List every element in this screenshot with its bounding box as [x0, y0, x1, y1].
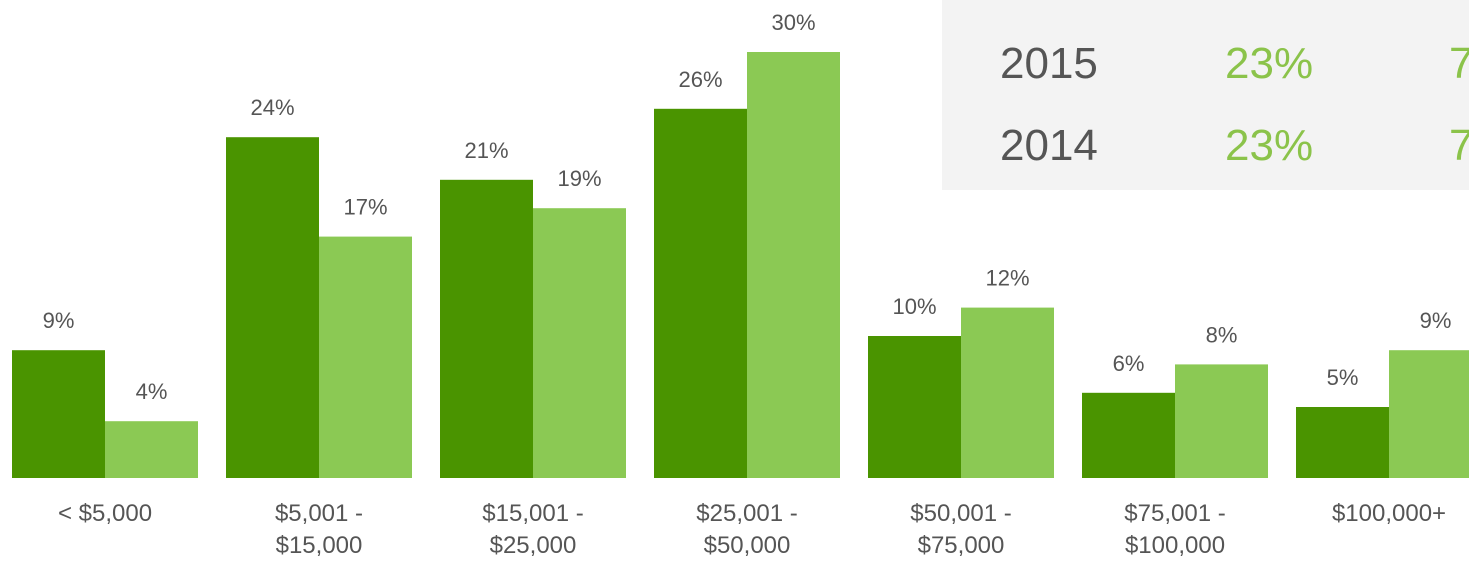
category-label: $75,001 - — [1124, 500, 1225, 527]
legend-value: 23% — [1225, 39, 1314, 88]
bar-series-2-cat-5 — [961, 307, 1054, 478]
category-label: $15,000 — [276, 532, 363, 559]
bar-series-2-cat-6 — [1175, 364, 1268, 478]
bar-series-2-cat-3 — [533, 208, 626, 478]
category-label: $75,000 — [918, 532, 1005, 559]
category-label: $15,001 - — [482, 500, 583, 527]
legend-panel: 2015 23% 7 2014 23% 7 — [942, 0, 1469, 190]
legend-value: 7 — [1449, 39, 1469, 88]
bar-series-1-cat-7 — [1296, 407, 1389, 478]
bar-value-label: 17% — [343, 195, 387, 220]
category-label: < $5,000 — [58, 500, 152, 527]
bar-value-label: 6% — [1113, 351, 1145, 376]
legend-row-2015: 2015 23% 7 — [942, 34, 1469, 94]
bar-series-2-cat-2 — [319, 236, 412, 478]
bar-value-label: 26% — [678, 67, 722, 92]
bar-series-1-cat-5 — [868, 336, 961, 478]
category-label: $25,001 - — [696, 500, 797, 527]
bar-series-1-cat-2 — [226, 137, 319, 478]
category-label: $100,000 — [1125, 532, 1225, 559]
bar-series-2-cat-4 — [747, 52, 840, 478]
bar-value-label: 21% — [464, 138, 508, 163]
bar-value-label: 24% — [250, 95, 294, 120]
category-label: $50,001 - — [910, 500, 1011, 527]
bar-series-1-cat-6 — [1082, 392, 1175, 478]
bar-series-2-cat-7 — [1389, 350, 1469, 478]
category-label: $50,000 — [704, 532, 791, 559]
bar-series-1-cat-4 — [654, 108, 747, 479]
value-labels-layer: 9% 4% 24% 17% 21% 19% 26% 30% 10% 12% 6% 8% 5% 9% — [43, 10, 1452, 404]
bar-value-label: 4% — [136, 379, 168, 404]
bar-series-2-cat-1 — [105, 421, 198, 478]
bar-value-label: 19% — [557, 166, 601, 191]
bar-value-label: 8% — [1206, 322, 1238, 347]
bar-series-1-cat-1 — [12, 350, 105, 478]
bar-value-label: 9% — [43, 308, 75, 333]
bar-value-label: 10% — [892, 294, 936, 319]
bar-series-1-cat-3 — [440, 179, 533, 479]
legend-year: 2014 — [1000, 121, 1098, 170]
category-label: $100,000+ — [1332, 500, 1446, 527]
bars-layer — [12, 52, 1469, 479]
category-label: $25,000 — [490, 532, 577, 559]
category-label: $5,001 - — [275, 500, 363, 527]
bar-value-label: 5% — [1327, 365, 1359, 390]
legend-row-2014: 2014 23% 7 — [942, 116, 1469, 176]
bar-value-label: 9% — [1420, 308, 1452, 333]
bar-value-label: 12% — [985, 266, 1029, 291]
legend-year: 2015 — [1000, 39, 1098, 88]
category-labels-layer: < $5,000 $5,001 - $15,000 $15,001 - $25,000 $… — [58, 500, 1446, 559]
legend-value: 7 — [1449, 121, 1469, 170]
bar-value-label: 30% — [771, 10, 815, 35]
legend-value: 23% — [1225, 121, 1314, 170]
